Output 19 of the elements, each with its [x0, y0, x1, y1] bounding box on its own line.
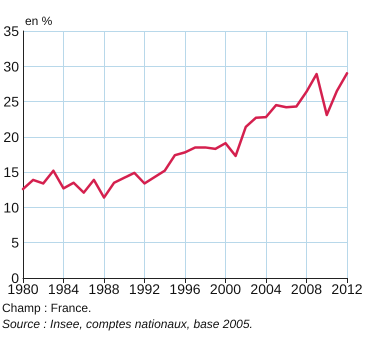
text: Champ : France. [2, 300, 92, 316]
x-tick-label: 2004 [250, 281, 282, 297]
x-tick-label: 2008 [290, 281, 322, 297]
x-tick-label: 1992 [128, 281, 160, 297]
y-tick-label: 15 [3, 164, 20, 180]
x-tick-label: 2012 [331, 281, 363, 297]
y-tick-label: 30 [3, 58, 20, 74]
y-tick-label: 20 [3, 128, 20, 145]
x-tick-label: 1984 [48, 281, 80, 297]
y-tick-label: 5 [11, 234, 20, 251]
y-tick-label: 10 [3, 199, 20, 216]
line-series [22, 72, 348, 199]
x-tick-label: 1996 [169, 281, 201, 297]
y-axis-title: en % [25, 14, 53, 28]
x-tick-label: 2000 [210, 281, 242, 297]
y-tick-label: 25 [3, 94, 20, 110]
y-tick-label: 35 [3, 23, 20, 39]
source-note: Source : Insee, comptes nationaux, base 2005. [2, 316, 254, 332]
x-tick-label: 1988 [88, 281, 120, 297]
